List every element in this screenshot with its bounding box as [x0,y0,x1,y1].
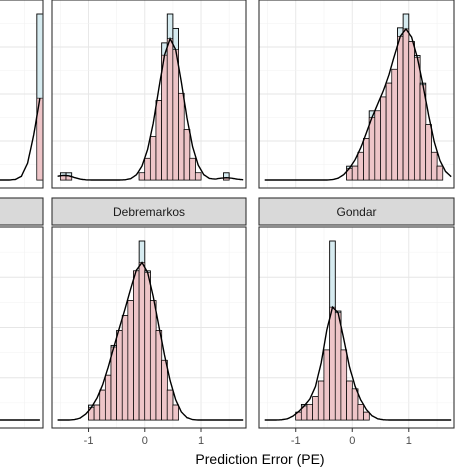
density-overlap-bar [93,404,101,421]
density-curve [0,97,41,181]
density-overlap-bar [195,172,202,181]
histogram-bars [59,13,230,181]
density-overlap-bar [161,360,168,421]
density-curve [0,419,40,421]
density-overlap-bar [110,346,117,421]
density-overlap-bar [323,349,330,421]
histogram-bars [36,13,43,181]
density-overlap-bar [414,56,421,181]
density-overlap-bar [99,389,106,421]
facet-panel-7: Debremarkos -1 0 1 [51,197,247,447]
panels-layer: Debremarkos -1 0 1 Gondar -1 0 1 [0,0,455,447]
x-axis-title: Prediction Error (PE) [195,451,324,467]
panel-border [51,0,247,189]
density-overlap-bar [368,117,376,181]
density-overlap-bar [402,28,410,181]
density-overlap-bar [138,172,146,181]
density-overlap-bar [425,124,432,181]
density-curve [264,27,452,181]
panel-border [0,0,44,189]
histogram-bars [295,240,370,421]
density-overlap-bar [178,93,185,181]
panel-border [258,226,455,429]
density-overlap-bar [408,41,415,181]
density-overlap-bar [380,96,387,181]
facet-panel-0 [0,0,44,189]
facet-panel-1 [51,0,247,189]
density-overlap-bar [155,330,162,421]
panel-grid [259,227,454,428]
panel-border [258,0,455,189]
density-overlap-bar [172,49,179,181]
x-tick-label: 0 [349,435,355,447]
density-overlap-bar [306,404,313,421]
panel-border [51,226,247,429]
density-overlap-bar [346,380,353,421]
density-overlap-bar [436,165,443,181]
density-overlap-bar [116,330,123,421]
x-tick-label: 1 [406,435,412,447]
histogram-bars [346,13,444,181]
x-tick-label: 1 [198,435,204,447]
facet-strip-label: Gondar [336,205,376,219]
density-overlap-bar [133,270,140,421]
density-overlap-bar [357,404,364,421]
x-tick-label: -1 [84,435,94,447]
facet-strip [258,197,455,226]
facet-panel-8: Gondar -1 0 1 [258,197,455,447]
density-curve [264,305,452,421]
density-overlap-bar [312,396,319,421]
density-overlap-bar [397,35,404,181]
density-overlap-bar [150,136,157,181]
density-overlap-bar [391,69,398,181]
x-tick-label: -1 [291,435,301,447]
x-tick-label: 0 [142,435,148,447]
density-overlap-bar [150,300,157,421]
density-overlap-bar [351,388,359,421]
facet-strip [51,197,247,226]
density-overlap-bar [363,411,370,421]
density-overlap-bar [121,315,129,421]
density-overlap-bar [166,389,174,421]
density-overlap-bar [127,300,134,421]
density-overlap-bar [318,380,325,421]
density-overlap-bar [335,312,342,421]
facet-strip-label: Debremarkos [113,205,185,219]
facet-panel-6 [0,197,44,429]
density-overlap-bar [385,82,393,181]
density-overlap-bar [329,306,336,421]
density-overlap-bar [374,110,381,181]
density-overlap-bar [431,152,438,181]
density-overlap-bar [161,54,168,181]
density-curve [57,261,244,421]
panel-grid [0,227,43,428]
density-overlap-bar [357,152,364,181]
density-overlap-bar [351,165,359,181]
density-overlap-bar [138,262,146,421]
density-overlap-bar [105,374,112,421]
panel-border [0,226,44,429]
density-overlap-bar [144,158,151,181]
density-overlap-bar [144,272,151,421]
panel-grid [0,0,43,188]
density-overlap-bar [172,404,179,421]
density-overlap-bar [340,349,347,421]
facet-panel-2 [258,0,455,189]
density-overlap-bar [155,100,162,181]
density-overlap-bar [183,129,191,181]
facet-strip [0,197,44,226]
density-overlap-bar [189,158,196,181]
density-overlap-bar [363,138,370,181]
density-overlap-bar [166,38,174,181]
density-curve [57,36,244,181]
